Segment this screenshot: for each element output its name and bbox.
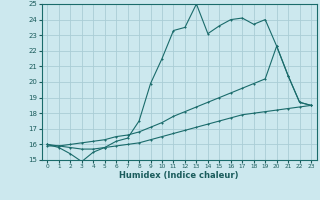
X-axis label: Humidex (Indice chaleur): Humidex (Indice chaleur): [119, 171, 239, 180]
